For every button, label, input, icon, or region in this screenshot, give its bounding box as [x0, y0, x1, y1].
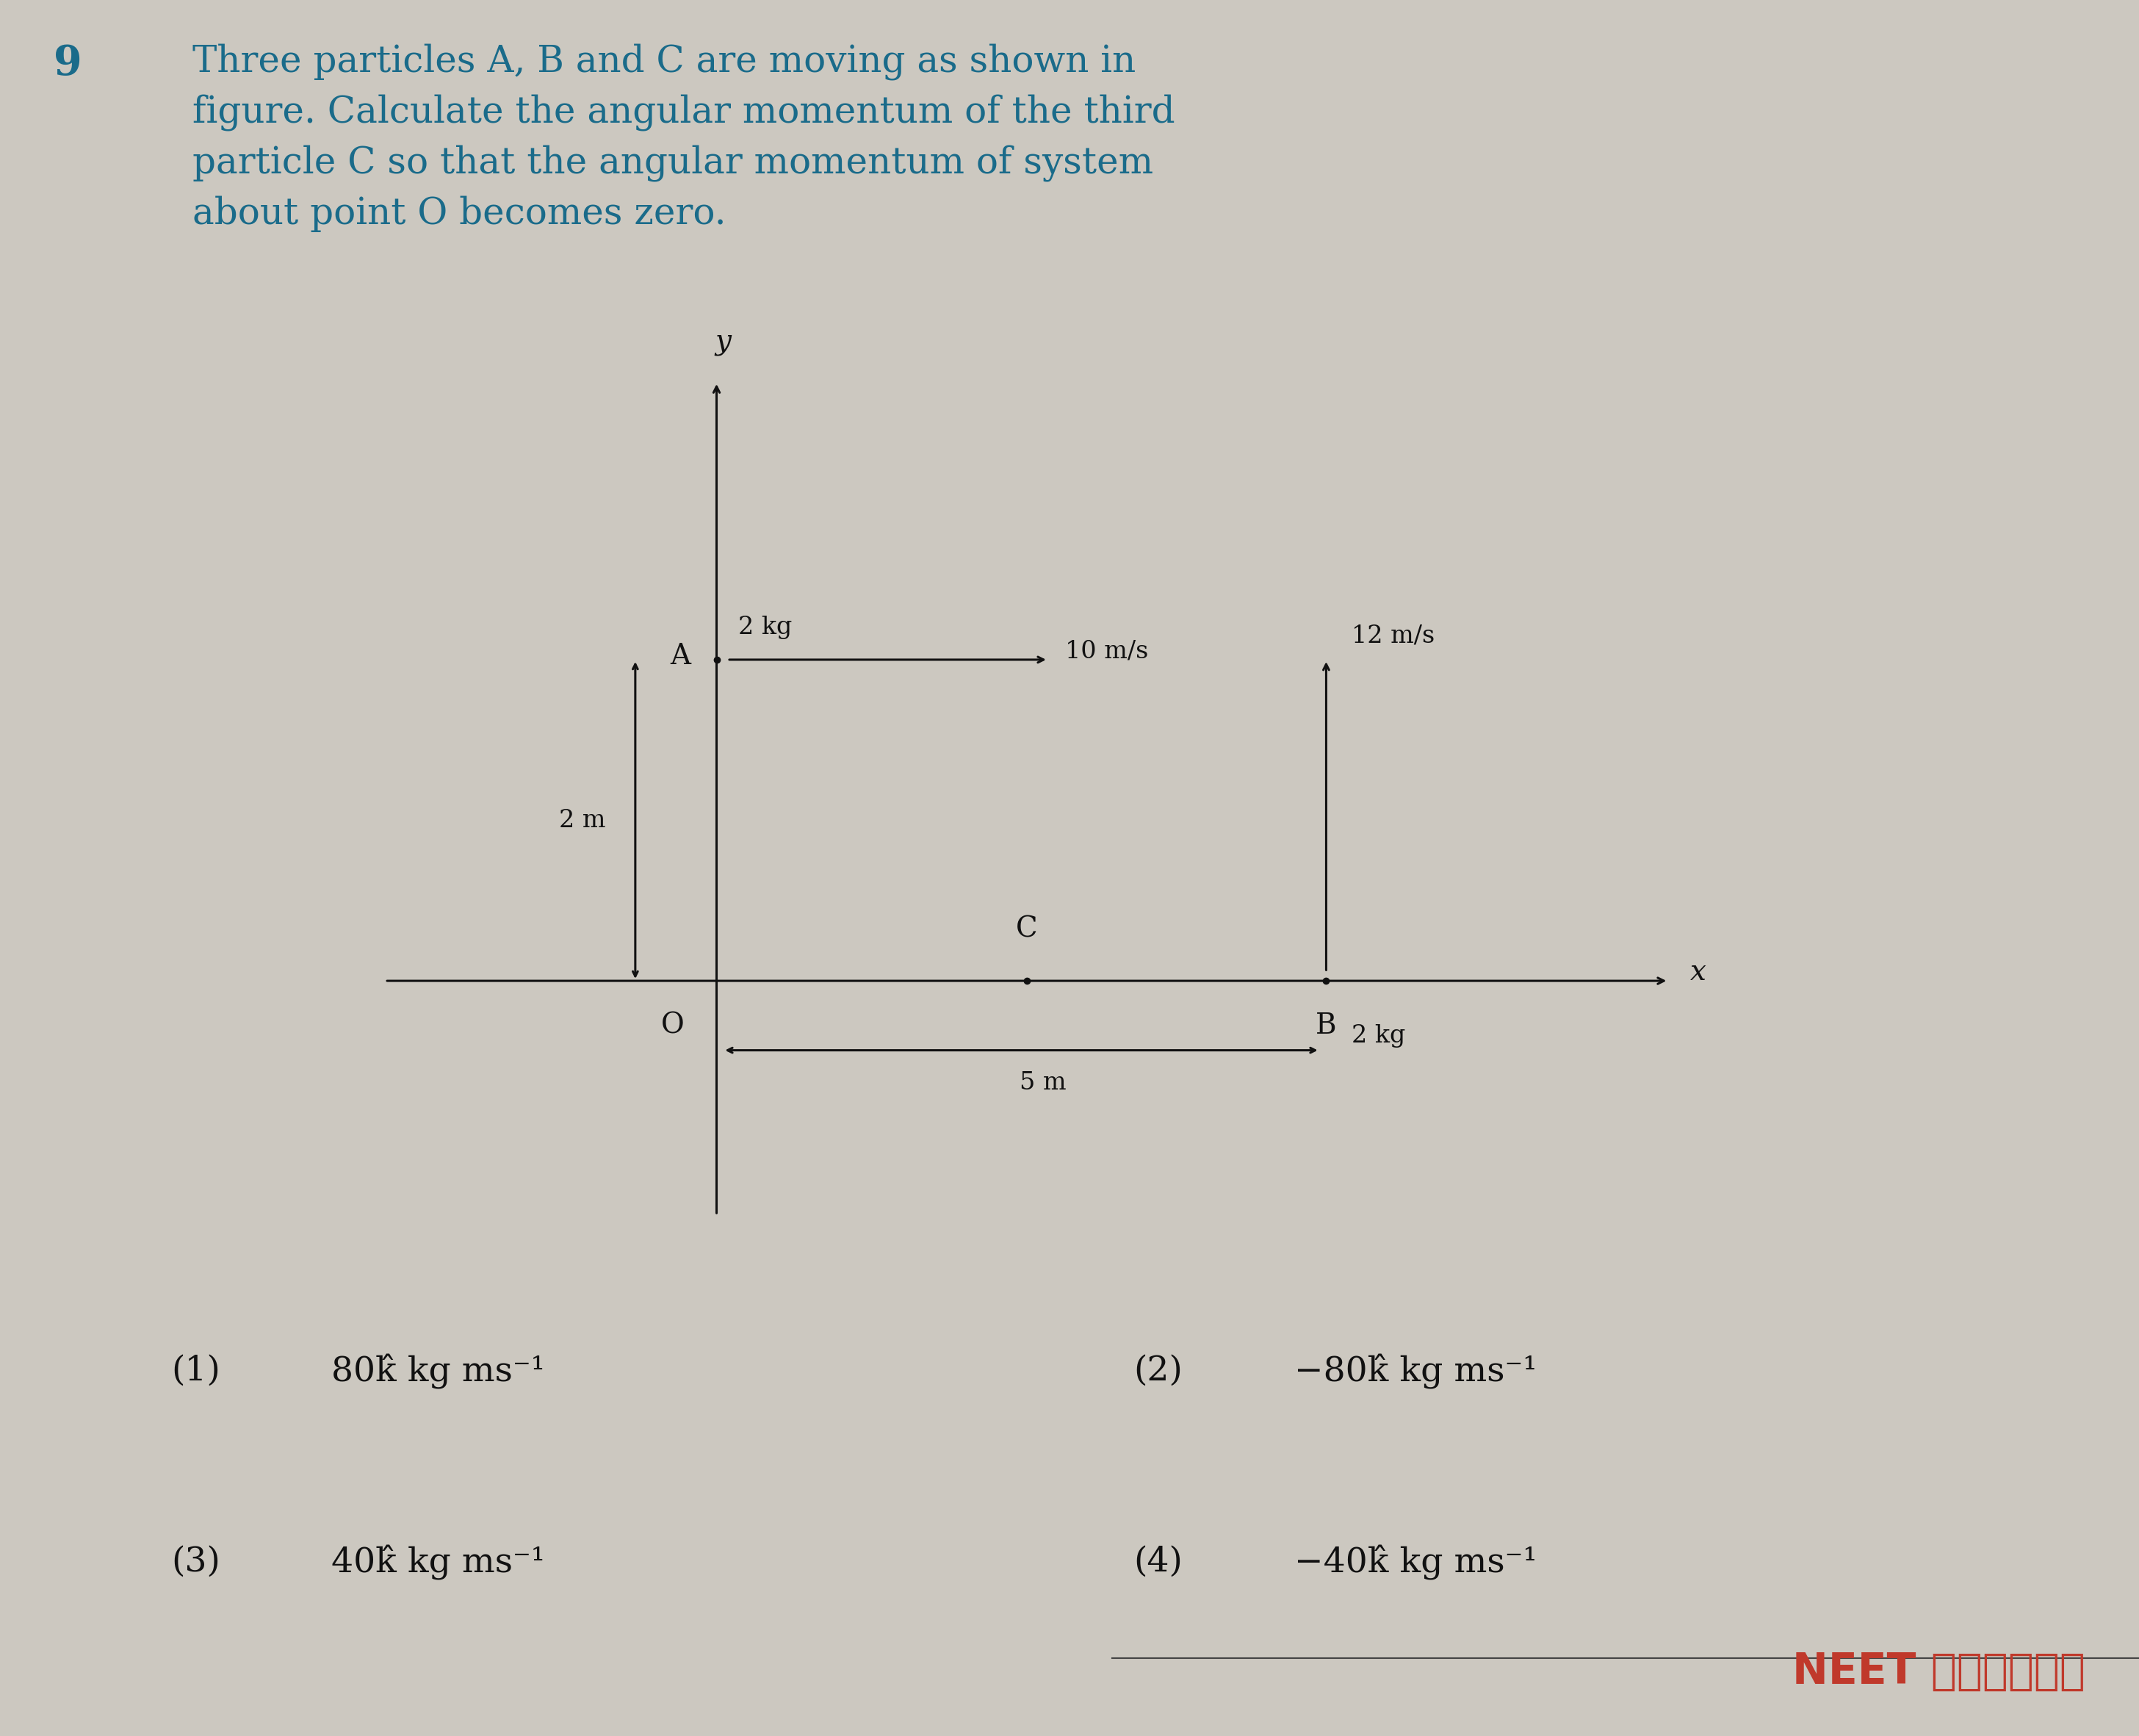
Text: −40k̂ kg ms⁻¹: −40k̂ kg ms⁻¹ — [1294, 1545, 1536, 1580]
Text: x: x — [1690, 958, 1707, 986]
Text: 5 m: 5 m — [1020, 1071, 1065, 1095]
Text: −80k̂ kg ms⁻¹: −80k̂ kg ms⁻¹ — [1294, 1354, 1536, 1389]
Text: 12 m/s: 12 m/s — [1352, 623, 1435, 648]
Text: B: B — [1315, 1012, 1337, 1040]
Text: y: y — [714, 328, 732, 356]
Text: 2 kg: 2 kg — [1352, 1024, 1405, 1049]
Text: (3): (3) — [171, 1545, 220, 1578]
Text: Three particles A, B and C are moving as shown in
figure. Calculate the angular : Three particles A, B and C are moving as… — [193, 43, 1174, 233]
Text: 80k̂ kg ms⁻¹: 80k̂ kg ms⁻¹ — [332, 1354, 545, 1389]
Text: NEET संहिता: NEET संहिता — [1792, 1651, 2086, 1693]
Text: (2): (2) — [1134, 1354, 1183, 1387]
Text: (4): (4) — [1134, 1545, 1183, 1578]
Text: (1): (1) — [171, 1354, 220, 1387]
Text: 40k̂ kg ms⁻¹: 40k̂ kg ms⁻¹ — [332, 1545, 545, 1580]
Text: 9: 9 — [53, 43, 81, 83]
Text: 10 m/s: 10 m/s — [1065, 639, 1149, 663]
Text: A: A — [670, 642, 691, 670]
Text: 2 m: 2 m — [558, 809, 605, 832]
Text: 2 kg: 2 kg — [738, 615, 791, 639]
Text: O: O — [661, 1012, 684, 1040]
Text: C: C — [1016, 915, 1037, 943]
